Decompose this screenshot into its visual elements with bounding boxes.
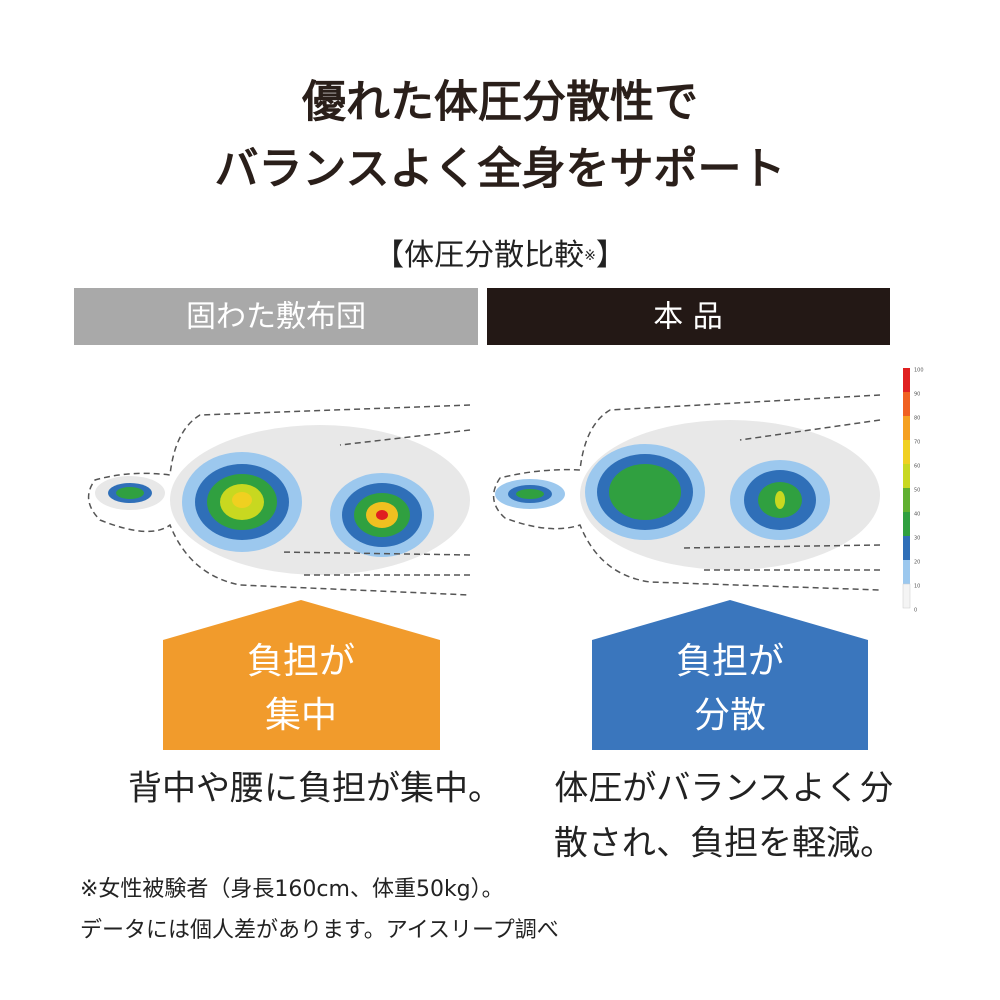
scale-label: 40: [914, 512, 920, 518]
scale-label: 30: [914, 536, 920, 542]
scale-label: 60: [914, 464, 920, 470]
subtitle-close: 】: [596, 238, 626, 273]
scale-label: 0: [914, 608, 917, 614]
pressure-map-right: [492, 394, 881, 591]
scale-label: 50: [914, 488, 920, 494]
left-badge: [163, 600, 440, 750]
badge-line: 負担が: [247, 641, 355, 682]
subtitle-open: 【体圧分散比較: [374, 238, 584, 273]
scale-label: 80: [914, 416, 920, 422]
right-badge: [592, 600, 868, 750]
scale-label: 10: [914, 584, 920, 590]
right-header: [487, 288, 890, 345]
scale-label: 90: [914, 392, 920, 398]
caption-line: 背中や腰に負担が集中。: [128, 769, 502, 809]
caption-line: 体圧がバランスよく分: [554, 769, 893, 809]
pressure-map-left: [87, 404, 471, 596]
badge-line: 分散: [694, 695, 766, 736]
title-line: バランスよく全身をサポート: [214, 144, 785, 195]
subtitle: 【体圧分散比較※】: [374, 238, 626, 273]
scale-label: 20: [914, 560, 920, 566]
color-scale: [902, 368, 911, 609]
subtitle-mark: ※: [584, 248, 596, 264]
scale-label: 70: [914, 440, 920, 446]
badge-line: 負担が: [676, 641, 784, 682]
right-label: 本 品: [653, 300, 723, 335]
left-label: 固わた敷布団: [186, 300, 366, 335]
caption-line: 散され、負担を軽減。: [554, 824, 894, 864]
footnote-line: データには個人差があります。アイスリープ調べ: [80, 918, 559, 943]
footnote-line: ※女性被験者（身長160cm、体重50kg）。: [80, 877, 504, 902]
left-header: [74, 288, 478, 345]
scale-label: 100: [914, 368, 924, 374]
badge-line: 集中: [265, 695, 337, 736]
title-line: 優れた体圧分散性で: [301, 77, 698, 128]
